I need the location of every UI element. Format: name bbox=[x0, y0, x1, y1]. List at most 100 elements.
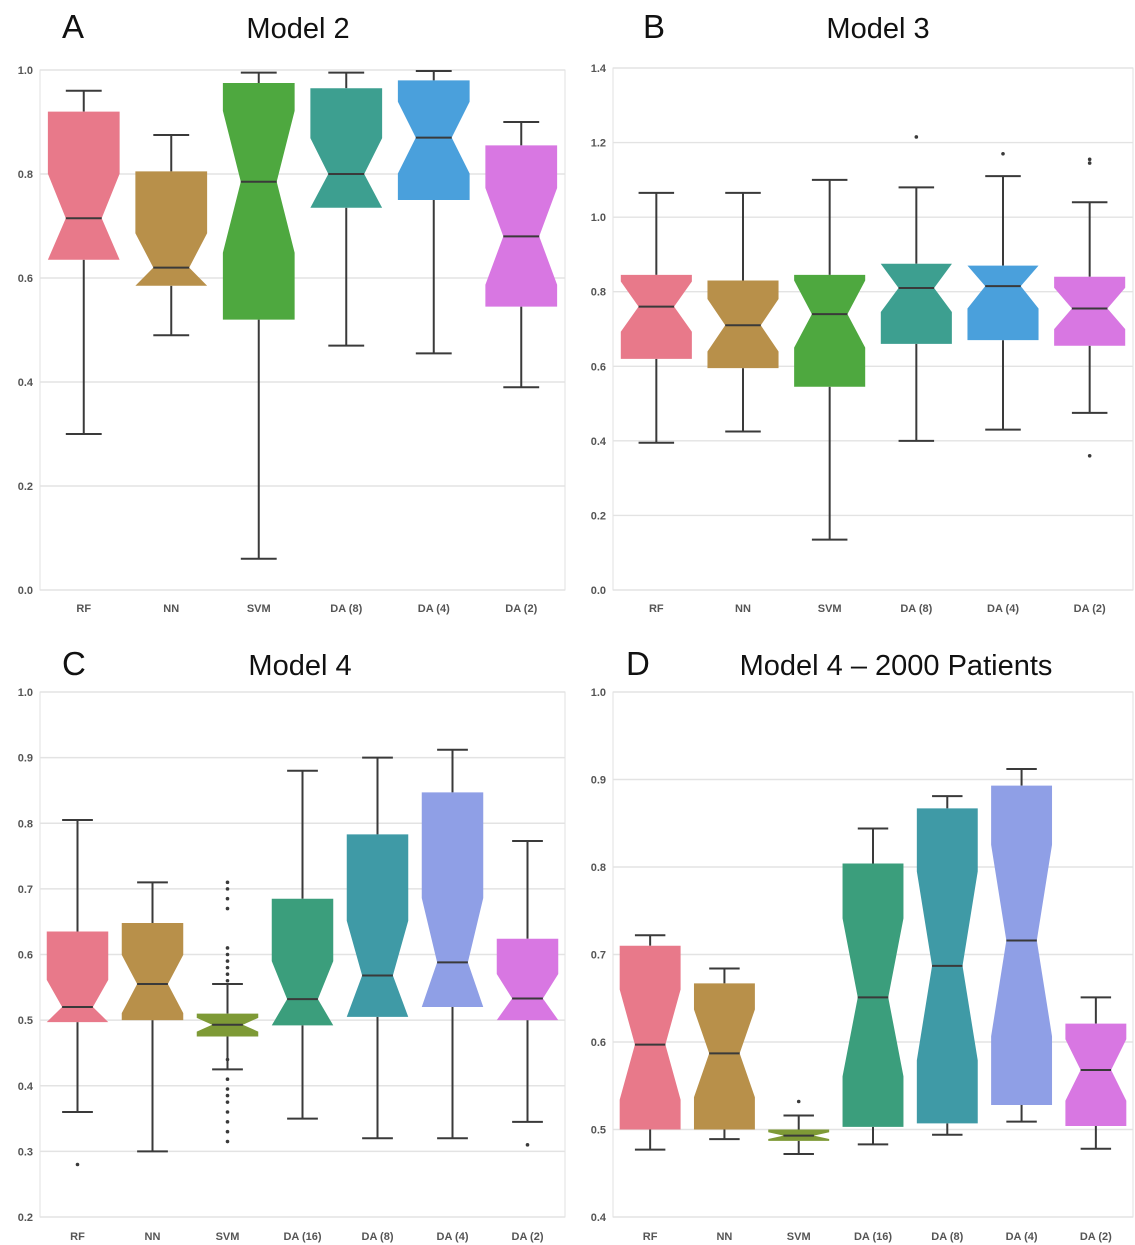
y-tick-label: 1.0 bbox=[18, 687, 33, 699]
x-tick-label: DA (4) bbox=[1006, 1231, 1038, 1243]
box-da-2 bbox=[496, 938, 559, 1021]
box-rf bbox=[619, 945, 681, 1130]
y-tick-label: 0.4 bbox=[591, 436, 607, 448]
plot-background bbox=[39, 69, 566, 591]
x-tick-label: DA (2) bbox=[1074, 603, 1106, 615]
y-tick-label: 0.5 bbox=[591, 1125, 606, 1137]
panel-c-plot: 0.2 0.3 0.4 0.5 0.6 0.7 0.8 0.9 1.0 RF NN SVM DA (16… bbox=[18, 687, 566, 1243]
y-tick-label: 0.8 bbox=[18, 818, 33, 830]
outlier-point bbox=[225, 965, 230, 970]
box-da-8 bbox=[880, 263, 952, 344]
panel-d-plot: 0.4 0.5 0.6 0.7 0.8 0.9 1.0 RF NN SVM DA (16) DA (8… bbox=[591, 687, 1134, 1243]
box-da-16 bbox=[271, 898, 334, 1026]
panel-b-plot: 0.0 0.2 0.4 0.6 0.8 1.0 1.2 1.4 RF NN SVM DA (8) DA … bbox=[591, 63, 1134, 615]
outlier-point bbox=[225, 952, 230, 957]
x-tick-label: DA (8) bbox=[362, 1231, 394, 1243]
box-da-2 bbox=[485, 145, 558, 307]
x-tick-label: NN bbox=[163, 603, 179, 615]
outlier-point bbox=[225, 880, 230, 885]
outlier-point bbox=[225, 1139, 230, 1144]
outlier-point bbox=[525, 1143, 530, 1147]
box-da-2 bbox=[1054, 276, 1126, 346]
box-rf bbox=[46, 931, 109, 1023]
y-tick-label: 0.7 bbox=[591, 950, 606, 962]
x-tick-label: DA (2) bbox=[505, 603, 537, 615]
box-da-4 bbox=[421, 792, 484, 1007]
y-tick-label: 0.8 bbox=[591, 287, 606, 299]
y-tick-label: 0.9 bbox=[18, 753, 33, 765]
box-da-2 bbox=[1065, 1023, 1127, 1126]
x-tick-label: SVM bbox=[216, 1231, 240, 1243]
x-tick-label: DA (4) bbox=[987, 603, 1019, 615]
y-tick-label: 0.4 bbox=[18, 1081, 34, 1093]
y-tick-label: 0.6 bbox=[18, 950, 33, 962]
outlier-point bbox=[225, 959, 230, 963]
panel-c-letter: C bbox=[62, 645, 86, 682]
panel-b-title: Model 3 bbox=[826, 13, 929, 45]
panel-b-letter: B bbox=[643, 8, 665, 45]
x-tick-label: DA (16) bbox=[283, 1231, 321, 1243]
x-tick-label: SVM bbox=[787, 1231, 811, 1243]
outlier-point bbox=[225, 887, 230, 891]
outlier-point bbox=[225, 946, 230, 950]
outlier-point bbox=[225, 1087, 230, 1091]
panel-a: A Model 2 0.0 0.2 0.4 0.6 0.8 1.0 RF NN SVM DA (8… bbox=[18, 8, 566, 615]
outlier-point bbox=[1087, 161, 1092, 165]
box-da-8 bbox=[310, 88, 383, 208]
y-tick-label: 0.2 bbox=[18, 481, 33, 493]
y-tick-label: 0.8 bbox=[18, 169, 33, 181]
y-tick-label: 0.6 bbox=[591, 1037, 606, 1049]
box-da-4 bbox=[991, 785, 1053, 1105]
outlier-point bbox=[225, 1129, 230, 1134]
y-tick-label: 1.4 bbox=[591, 63, 607, 75]
box-da-16 bbox=[842, 863, 904, 1127]
x-tick-label: DA (8) bbox=[330, 603, 362, 615]
outlier-point bbox=[914, 135, 919, 139]
plot-background bbox=[612, 67, 1134, 591]
panel-b: B Model 3 0.0 0.2 0.4 0.6 0.8 1.0 1.2 1.4 RF NN SV… bbox=[591, 8, 1134, 615]
y-tick-label: 0.4 bbox=[18, 377, 34, 389]
x-tick-label: RF bbox=[76, 603, 91, 615]
x-tick-label: DA (2) bbox=[1080, 1231, 1112, 1243]
y-tick-label: 0.3 bbox=[18, 1146, 33, 1158]
x-tick-label: SVM bbox=[818, 603, 842, 615]
x-tick-label: RF bbox=[649, 603, 664, 615]
box-rf bbox=[47, 111, 120, 260]
y-tick-label: 1.0 bbox=[18, 65, 33, 77]
y-tick-label: 0.2 bbox=[591, 510, 606, 522]
outlier-point bbox=[225, 972, 230, 976]
y-tick-label: 0.7 bbox=[18, 884, 33, 896]
y-tick-label: 1.2 bbox=[591, 138, 606, 150]
outlier-point bbox=[796, 1099, 801, 1104]
y-tick-label: 0.0 bbox=[18, 585, 33, 597]
y-tick-label: 1.0 bbox=[591, 687, 606, 699]
outlier-point bbox=[1001, 151, 1005, 156]
box-nn bbox=[121, 923, 184, 1021]
outlier-point bbox=[225, 1120, 230, 1124]
x-tick-label: DA (2) bbox=[512, 1231, 544, 1243]
panel-a-title: Model 2 bbox=[246, 13, 349, 45]
outlier-point bbox=[225, 896, 230, 901]
box-da-4 bbox=[397, 80, 470, 200]
y-tick-label: 0.4 bbox=[591, 1212, 607, 1224]
x-tick-label: DA (8) bbox=[900, 603, 932, 615]
y-tick-label: 0.5 bbox=[18, 1015, 33, 1027]
box-da-4 bbox=[967, 265, 1039, 341]
panel-c: C Model 4 0.2 0.3 0.4 0.5 0.6 0.7 0.8 0.9 1.0 RF N… bbox=[18, 645, 566, 1243]
outlier-point bbox=[225, 1100, 230, 1104]
y-tick-label: 0.0 bbox=[591, 585, 606, 597]
outlier-point bbox=[1087, 157, 1092, 162]
outlier-point bbox=[225, 1077, 230, 1081]
outlier-point bbox=[75, 1162, 80, 1167]
box-da-8 bbox=[346, 834, 409, 1017]
box-svm bbox=[794, 274, 866, 387]
y-tick-label: 0.6 bbox=[18, 273, 33, 285]
x-tick-label: RF bbox=[643, 1231, 658, 1243]
x-tick-label: DA (8) bbox=[931, 1231, 963, 1243]
y-tick-label: 0.2 bbox=[18, 1212, 33, 1224]
outlier-point bbox=[225, 1093, 230, 1098]
outlier-point bbox=[225, 1110, 230, 1114]
x-tick-label: NN bbox=[735, 603, 751, 615]
y-tick-label: 0.9 bbox=[591, 775, 606, 787]
